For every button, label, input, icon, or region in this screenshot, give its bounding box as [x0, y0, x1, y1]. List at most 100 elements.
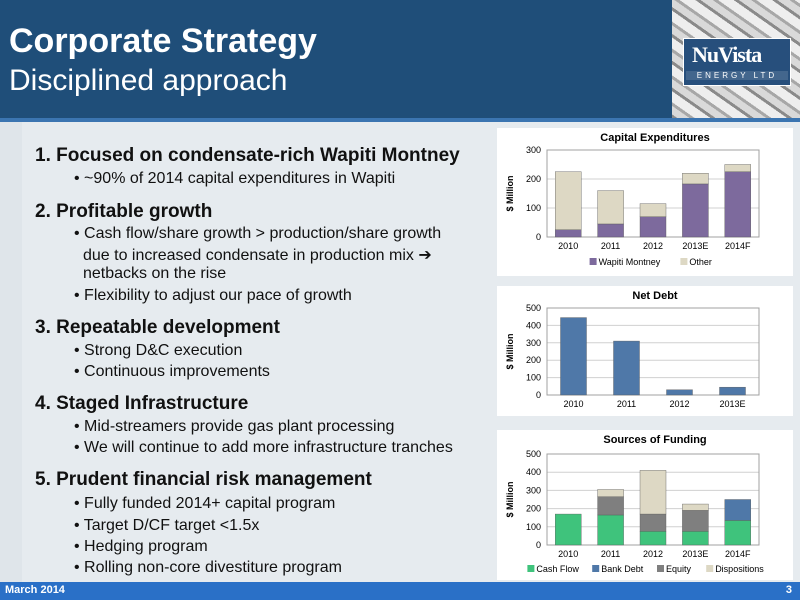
y-tick-label: 0	[536, 232, 541, 242]
legend-label: Wapiti Montney	[599, 257, 661, 267]
bar	[682, 173, 709, 185]
bar	[597, 496, 624, 516]
footer-date: March 2014	[5, 584, 65, 596]
slide-subtitle: Disciplined approach	[9, 64, 288, 97]
x-tick-label: 2012	[643, 241, 663, 251]
bar	[639, 203, 667, 217]
y-axis-label: $ Million	[505, 334, 515, 370]
y-tick-label: 500	[526, 449, 541, 459]
capex-chart-svg: Capital Expenditures 0 100 200 300 $ Million 2…	[497, 128, 793, 276]
bar	[682, 510, 709, 532]
y-tick-label: 100	[526, 522, 541, 532]
y-tick-label: 400	[526, 320, 541, 330]
x-tick-label: 2011	[601, 549, 620, 559]
x-tick-label: 2012	[643, 549, 663, 559]
strategy-point: due to increased condensate in productio…	[83, 247, 432, 264]
net-debt-chart: Net Debt 0 100 200 300 400 500 $ Million 2010 201…	[497, 286, 793, 416]
bar	[597, 190, 624, 225]
plot-frame	[546, 307, 760, 396]
bar	[613, 340, 640, 396]
bar	[597, 514, 624, 546]
bar	[682, 183, 709, 238]
bar	[666, 389, 693, 396]
legend-label: Equity	[666, 564, 692, 574]
bar	[724, 520, 752, 546]
x-tick-label: 2011	[601, 241, 620, 251]
y-tick-label: 0	[536, 540, 541, 550]
chart-title: Sources of Funding	[603, 434, 706, 446]
chart-background	[497, 286, 793, 416]
legend-swatch	[680, 258, 688, 265]
bar	[597, 223, 624, 238]
bar	[724, 499, 752, 521]
bar	[639, 470, 667, 515]
y-tick-label: 400	[526, 467, 541, 477]
bar	[639, 531, 667, 546]
y-tick-label: 100	[526, 203, 541, 213]
chart-title: Net Debt	[632, 290, 678, 302]
x-tick-label: 2012	[669, 399, 689, 409]
legend-swatch	[527, 565, 535, 572]
legend-swatch	[592, 565, 600, 572]
x-tick-label: 2011	[617, 399, 636, 409]
y-tick-label: 100	[526, 373, 541, 383]
x-tick-label: 2013E	[682, 241, 708, 251]
strategy-point: • Mid-streamers provide gas plant proces…	[74, 418, 395, 435]
net-debt-chart-svg: Net Debt 0 100 200 300 400 500 $ Million 2010 201…	[497, 286, 793, 416]
y-tick-label: 300	[526, 485, 541, 495]
x-tick-label: 2010	[558, 241, 578, 251]
strategy-heading-2: 2. Profitable growth	[35, 201, 213, 222]
strategy-heading-3: 3. Repeatable development	[35, 317, 280, 338]
legend-label: Bank Debt	[601, 564, 644, 574]
slide-footer: March 2014 3	[0, 582, 800, 600]
bar	[560, 317, 587, 396]
x-tick-label: 2014F	[725, 241, 751, 251]
strategy-point: • ~90% of 2014 capital expenditures in W…	[74, 170, 396, 187]
legend-label: Dispositions	[715, 564, 764, 574]
bar	[639, 216, 667, 238]
y-tick-label: 300	[526, 338, 541, 348]
strategy-point: • Continuous improvements	[74, 363, 270, 380]
capex-chart: Capital Expenditures 0 100 200 300 $ Million 2…	[497, 128, 793, 276]
y-tick-label: 300	[526, 145, 541, 155]
legend-label: Other	[689, 257, 712, 267]
bar	[724, 171, 752, 238]
x-tick-label: 2013E	[682, 549, 708, 559]
strategy-heading-1: 1. Focused on condensate-rich Wapiti Mon…	[35, 145, 460, 166]
strategy-point: netbacks on the rise	[83, 265, 227, 282]
bar	[724, 164, 752, 172]
company-logo: NuVista ENERGY LTD	[683, 38, 791, 86]
strategy-heading-5: 5. Prudent financial risk management	[35, 469, 372, 490]
bar	[682, 531, 709, 546]
x-tick-label: 2010	[558, 549, 578, 559]
strategy-point: • Cash flow/share growth > production/sh…	[74, 225, 442, 242]
bar	[555, 171, 582, 230]
legend-label: Cash Flow	[536, 564, 579, 574]
funding-chart-svg: Sources of Funding 0 100 200 300 400 500 $ Mill…	[497, 430, 793, 580]
strategy-point: • Target D/CF target <1.5x	[74, 517, 260, 534]
strategy-point: • Rolling non-core divestiture program	[74, 559, 342, 576]
strategy-point: • Flexibility to adjust our pace of grow…	[74, 287, 352, 304]
slide-header: Corporate Strategy Disciplined approach …	[0, 0, 800, 118]
legend-swatch	[706, 565, 714, 572]
x-tick-label: 2013E	[719, 399, 745, 409]
y-axis-label: $ Million	[505, 176, 515, 212]
x-tick-label: 2010	[563, 399, 583, 409]
bar	[555, 229, 582, 238]
header-divider	[0, 118, 800, 122]
y-tick-label: 200	[526, 174, 541, 184]
y-tick-label: 200	[526, 355, 541, 365]
strategy-point: • Strong D&C execution	[74, 342, 243, 359]
strategy-point: • Fully funded 2014+ capital program	[74, 495, 336, 512]
y-tick-label: 500	[526, 303, 541, 313]
bar	[682, 503, 709, 511]
y-axis-label: $ Million	[505, 482, 515, 518]
bar	[719, 386, 746, 396]
page-number: 3	[785, 584, 792, 596]
left-margin-strip	[0, 122, 22, 582]
y-tick-label: 200	[526, 504, 541, 514]
strategy-heading-4: 4. Staged Infrastructure	[35, 393, 249, 414]
chart-title: Capital Expenditures	[600, 132, 709, 144]
x-tick-label: 2014F	[725, 549, 751, 559]
bar	[639, 513, 667, 532]
